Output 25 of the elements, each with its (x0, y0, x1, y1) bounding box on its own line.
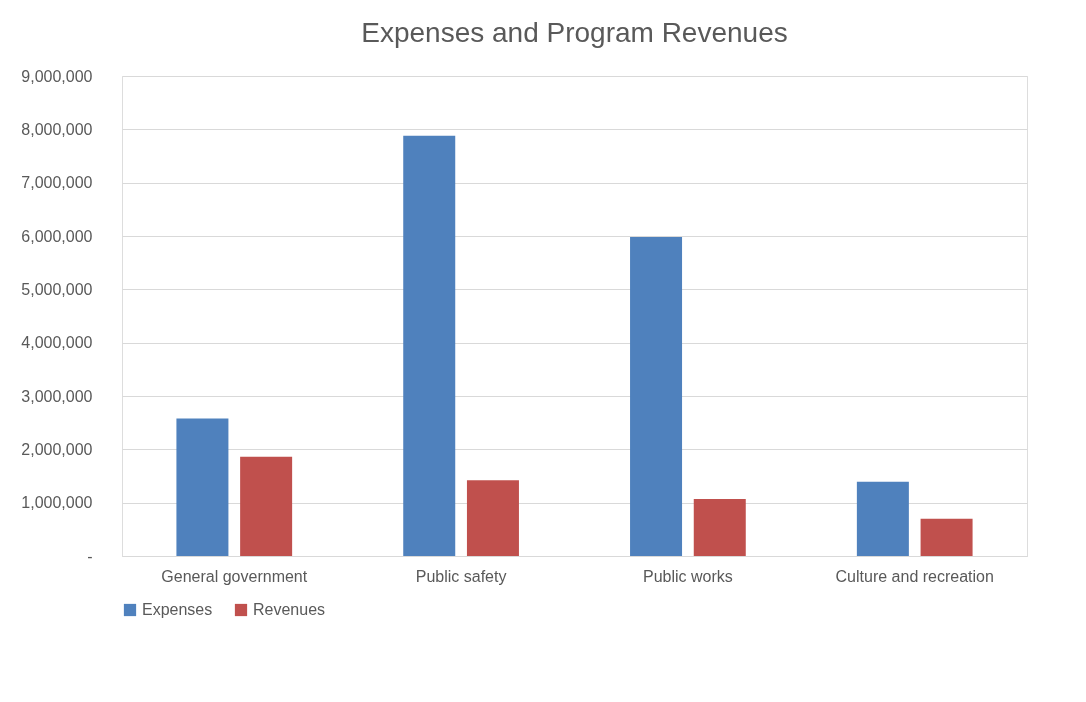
x-tick-label: Culture and recreation (835, 567, 994, 585)
x-tick-label: Public safety (415, 567, 507, 585)
bar (403, 135, 456, 556)
y-tick-label: 3,000,000 (21, 387, 93, 405)
y-tick-label: 4,000,000 (21, 334, 93, 352)
y-tick-label: 8,000,000 (21, 120, 93, 138)
y-tick-label: 5,000,000 (21, 280, 93, 298)
y-tick-label: 2,000,000 (21, 440, 93, 458)
bar (466, 480, 519, 556)
bar (176, 418, 229, 556)
bar (920, 518, 973, 556)
y-tick-label: 9,000,000 (21, 67, 93, 85)
bar (693, 498, 746, 556)
y-tick-label: 7,000,000 (21, 174, 93, 192)
x-tick-label: General government (161, 567, 308, 585)
bar (630, 237, 683, 556)
bar (240, 456, 293, 556)
legend-label: Expenses (142, 601, 213, 618)
y-tick-label: 6,000,000 (21, 227, 93, 245)
x-tick-label: Public works (643, 567, 733, 585)
y-tick-label: - (87, 547, 93, 565)
legend-label: Revenues (253, 601, 326, 618)
chart-title: Expenses and Program Revenues (361, 17, 788, 48)
y-tick-label: 1,000,000 (21, 494, 93, 512)
bar (856, 481, 909, 556)
